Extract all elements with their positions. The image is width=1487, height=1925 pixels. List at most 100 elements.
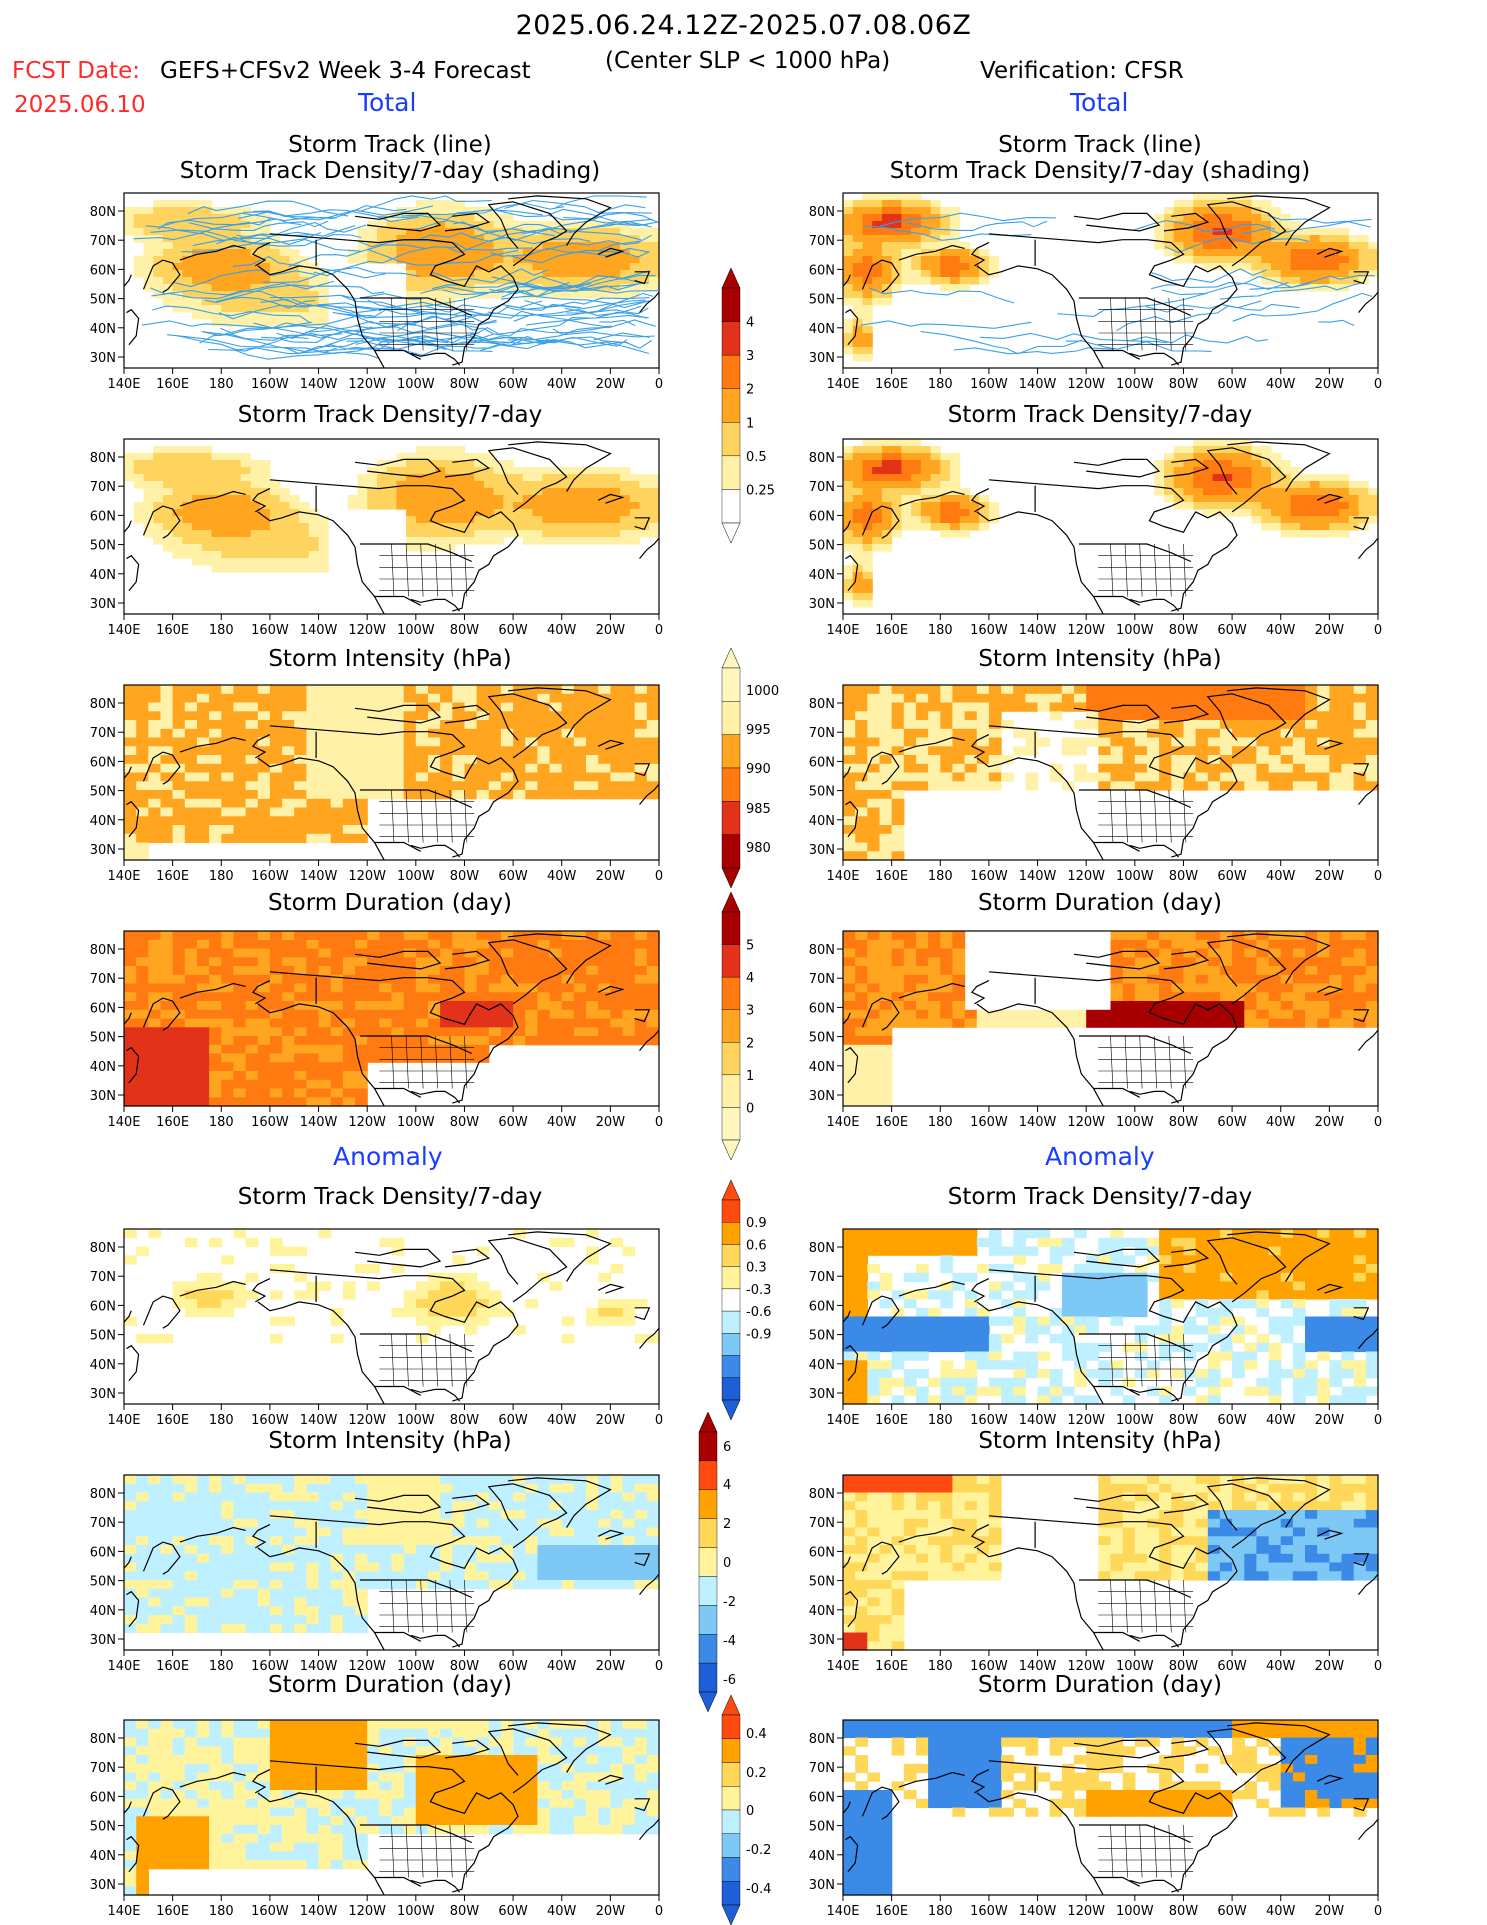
forecast-total-storm-track-cell (581, 235, 592, 243)
forecast-total-density-cell (513, 509, 524, 517)
forecast-total-duration-cell (586, 939, 599, 950)
forecast-total-density-cell (279, 516, 290, 524)
forecast-total-intensity-cell (500, 737, 514, 747)
verification-total-intensity-cell (1134, 711, 1148, 721)
verification-total-duration-cell (879, 966, 893, 976)
forecast-total-storm-track-cell (182, 270, 193, 278)
forecast-total-intensity-cell (136, 833, 149, 844)
verification-total-storm-track-track-line (1249, 274, 1375, 290)
forecast-total-duration-cell (221, 1018, 235, 1028)
forecast-total-storm-track-cell (250, 284, 261, 292)
verification-total-intensity-cell (903, 763, 917, 774)
forecast-total-duration-cell (367, 992, 380, 1002)
forecast-total-intensity-cell (610, 728, 624, 739)
forecast-total-density-cell (454, 502, 465, 510)
forecast-total-intensity-cell (367, 737, 380, 747)
forecast-total-intensity-cell (257, 798, 271, 809)
forecast-total-intensity-cell (476, 737, 490, 747)
verification-total-intensity-cell (903, 702, 917, 712)
forecast-total-storm-track-cell (289, 263, 300, 271)
forecast-total-intensity-cell (233, 772, 247, 782)
forecast-total-storm-track-cell (308, 263, 320, 271)
forecast-total-intensity-cell (415, 711, 429, 721)
verification-total-intensity-cell (1268, 746, 1282, 756)
verification-total-storm-track-cell (969, 249, 980, 257)
verification-total-duration-cell (1110, 939, 1124, 950)
verification-total-storm-track-track-line (1128, 334, 1269, 344)
verification-total-storm-track-cell (920, 242, 932, 250)
forecast-total-density-cell (250, 460, 261, 468)
verification-total-storm-track-xtick-label: 20W (1315, 377, 1345, 392)
verification-total-intensity-cell (1329, 728, 1343, 739)
verification-total-intensity-cell (843, 737, 856, 747)
forecast-total-storm-track-cell (201, 305, 213, 313)
forecast-total-density-cell (153, 467, 164, 475)
forecast-total-storm-track-cell (182, 305, 193, 313)
verification-total-storm-track-cell (872, 235, 883, 243)
forecast-total-duration-cell (537, 957, 551, 967)
verification-total-duration-cell (1147, 974, 1160, 985)
verification-total-intensity-cell (1098, 755, 1112, 765)
forecast-total-density-cell (269, 530, 281, 538)
forecast-total-duration-cell (464, 983, 478, 993)
forecast-total-duration-cell (610, 1027, 624, 1037)
forecast-total-duration-cell (245, 948, 259, 958)
forecast-total-duration-cell (500, 948, 514, 958)
verification-total-duration-cell (1219, 939, 1233, 950)
forecast-total-density-cell (162, 495, 174, 503)
verification-total-density-cell (930, 495, 941, 503)
forecast-total-duration-cell (476, 1044, 490, 1055)
forecast-total-duration-cell (342, 1009, 356, 1020)
forecast-total-density-cell (318, 565, 329, 573)
forecast-total-duration-cell (330, 983, 344, 993)
forecast-total-storm-track-cell (600, 242, 611, 250)
verification-total-storm-track-cell (1202, 221, 1214, 229)
forecast-total-intensity-cell (342, 825, 356, 835)
forecast-total-duration-cell (197, 966, 210, 976)
verification-total-density-cell (1232, 488, 1243, 496)
verification-total-intensity-cell (976, 728, 990, 739)
forecast-total-intensity-cell (269, 693, 283, 704)
forecast-total-density-cell (279, 558, 290, 566)
forecast-total-density-cell (522, 502, 534, 510)
verification-total-density-cell (1202, 467, 1214, 475)
verification-total-storm-track-cell (1193, 207, 1204, 215)
verification-total-intensity-cell (928, 746, 941, 756)
verification-total-storm-track-cell (1348, 249, 1360, 257)
forecast-total-duration-cell (428, 974, 441, 985)
forecast-total-storm-track-cell (221, 298, 232, 306)
verification-total-density-coastline (1129, 598, 1180, 612)
verification-total-duration-cell (1195, 1009, 1209, 1020)
forecast-total-duration-cell (184, 1036, 198, 1046)
verification-total-duration-cell (1317, 983, 1330, 993)
forecast-total-density-cell (153, 460, 164, 468)
forecast-total-density-coastline (126, 554, 140, 592)
verification-total-intensity-cell (1317, 685, 1330, 695)
verification-total-storm-track-cell (843, 207, 854, 215)
forecast-total-density-cell (639, 495, 650, 503)
verification-total-intensity-coastline (1316, 739, 1344, 750)
forecast-total-density-cell (552, 523, 563, 531)
verification-total-density-cell (1251, 460, 1262, 468)
verification-total-density-cell (1339, 502, 1350, 510)
forecast-total-storm-track-cell (289, 256, 300, 264)
forecast-total-density-cell (231, 558, 242, 566)
forecast-total-duration-cell (634, 1001, 648, 1011)
forecast-total-density-state-line (449, 543, 453, 597)
forecast-total-intensity-cell (294, 781, 307, 791)
forecast-total-storm-track-cell (289, 284, 300, 292)
forecast-total-intensity-cell (513, 693, 526, 704)
forecast-total-intensity-cell (257, 772, 271, 782)
forecast-total-storm-track-cell (483, 263, 495, 271)
forecast-total-intensity-cell (513, 772, 526, 782)
forecast-total-duration-cell (148, 1062, 162, 1072)
verification-total-duration-cell (1171, 966, 1185, 976)
forecast-total-duration-cell (342, 939, 356, 950)
forecast-total-density-cell (182, 495, 193, 503)
forecast-total-duration-cell (184, 957, 198, 967)
forecast-total-storm-track-coastline (179, 244, 246, 261)
verification-total-density-cell (1183, 474, 1194, 482)
verification-total-duration-cell (1365, 939, 1379, 950)
verification-total-density-cell (843, 530, 854, 538)
verification-total-intensity-cell (1110, 728, 1124, 739)
